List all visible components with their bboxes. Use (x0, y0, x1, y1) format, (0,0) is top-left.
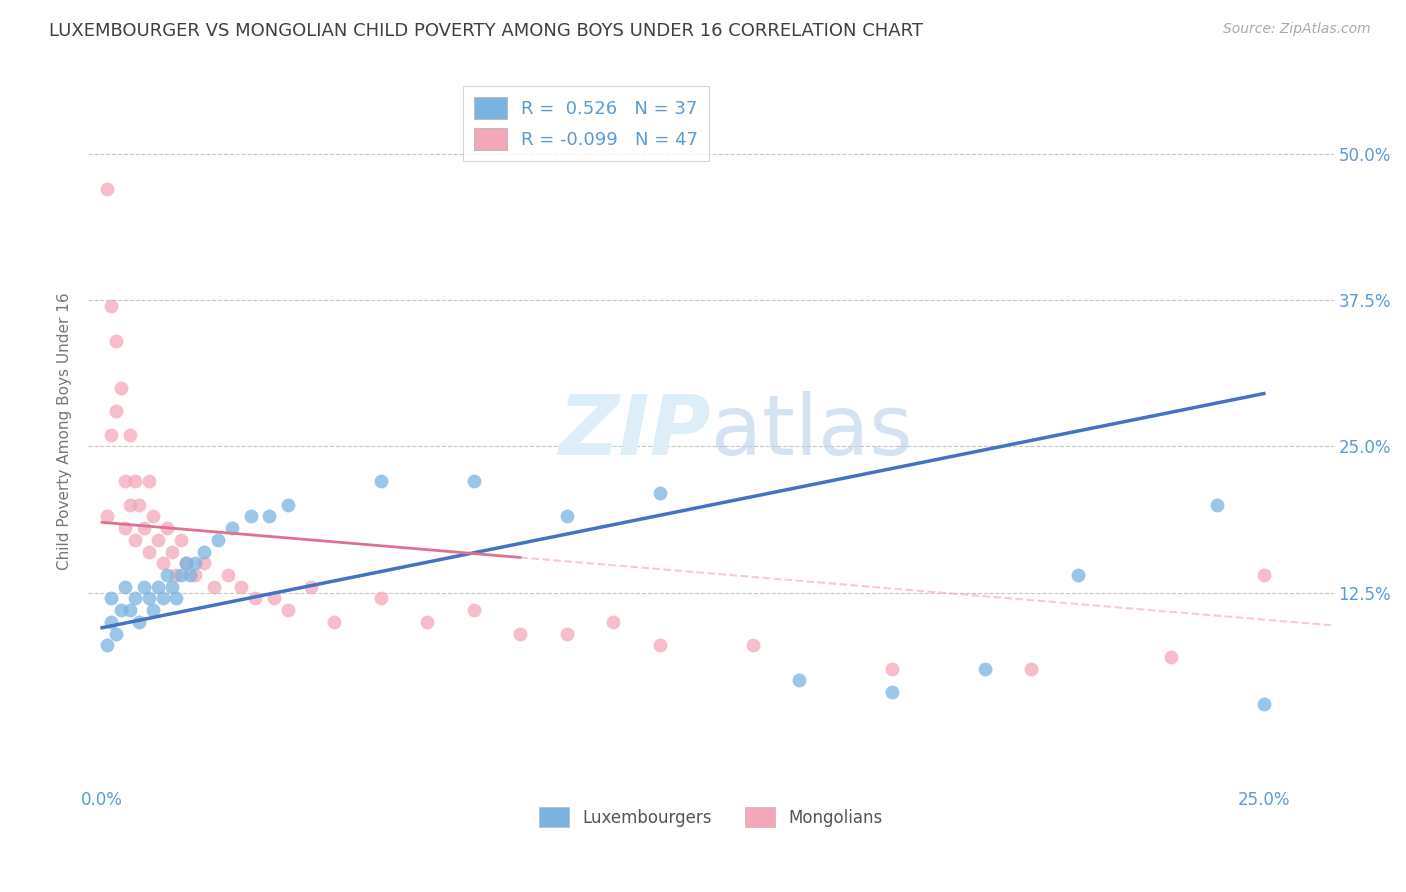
Point (1253, 697, 1275, 711)
Text: LUXEMBOURGER VS MONGOLIAN CHILD POVERTY AMONG BOYS UNDER 16 CORRELATION CHART: LUXEMBOURGER VS MONGOLIAN CHILD POVERTY … (49, 22, 924, 40)
Y-axis label: Child Poverty Among Boys Under 16: Child Poverty Among Boys Under 16 (58, 293, 72, 570)
Point (263, 591, 285, 606)
Point (221, 521, 243, 535)
Point (323, 615, 346, 629)
Point (165, 568, 187, 582)
Point (299, 580, 322, 594)
Point (128, 615, 150, 629)
Point (170, 533, 193, 547)
Point (118, 427, 141, 442)
Point (602, 615, 624, 629)
Point (118, 498, 141, 512)
Point (142, 509, 165, 524)
Point (165, 591, 187, 606)
Point (370, 591, 392, 606)
Point (128, 498, 150, 512)
Point (124, 533, 146, 547)
Point (509, 626, 531, 640)
Point (110, 603, 132, 617)
Point (118, 603, 141, 617)
Point (152, 591, 174, 606)
Point (193, 544, 215, 558)
Point (184, 557, 207, 571)
Text: Source: ZipAtlas.com: Source: ZipAtlas.com (1223, 22, 1371, 37)
Point (132, 580, 155, 594)
Point (1021, 662, 1043, 676)
Point (880, 662, 903, 676)
Point (741, 638, 763, 652)
Point (370, 475, 392, 489)
Point (207, 533, 229, 547)
Point (174, 557, 197, 571)
Point (100, 299, 122, 313)
Point (416, 615, 439, 629)
Point (105, 626, 128, 640)
Text: atlas: atlas (711, 391, 912, 472)
Point (277, 498, 299, 512)
Legend: Luxembourgers, Mongolians: Luxembourgers, Mongolians (533, 800, 890, 834)
Point (146, 580, 169, 594)
Point (100, 591, 122, 606)
Point (974, 662, 997, 676)
Point (160, 580, 183, 594)
Point (245, 591, 267, 606)
Point (100, 427, 122, 442)
Point (231, 580, 253, 594)
Point (152, 557, 174, 571)
Point (110, 381, 132, 395)
Text: ZIP: ZIP (558, 391, 711, 472)
Point (96, 509, 118, 524)
Point (193, 557, 215, 571)
Point (105, 404, 128, 418)
Point (170, 568, 193, 582)
Point (259, 509, 281, 524)
Point (138, 475, 160, 489)
Point (174, 557, 197, 571)
Point (138, 544, 160, 558)
Point (239, 509, 262, 524)
Point (114, 475, 136, 489)
Point (138, 591, 160, 606)
Point (105, 334, 128, 348)
Point (555, 509, 578, 524)
Point (96, 182, 118, 196)
Point (156, 521, 179, 535)
Point (160, 544, 183, 558)
Point (648, 486, 671, 500)
Point (463, 475, 485, 489)
Point (463, 603, 485, 617)
Point (114, 521, 136, 535)
Point (146, 533, 169, 547)
Point (1206, 498, 1229, 512)
Point (1253, 568, 1275, 582)
Point (142, 603, 165, 617)
Point (217, 568, 239, 582)
Point (96, 638, 118, 652)
Point (787, 673, 810, 688)
Point (555, 626, 578, 640)
Point (1067, 568, 1090, 582)
Point (880, 685, 903, 699)
Point (156, 568, 179, 582)
Point (1160, 650, 1182, 665)
Point (114, 580, 136, 594)
Point (184, 568, 207, 582)
Point (179, 568, 201, 582)
Point (648, 638, 671, 652)
Point (132, 521, 155, 535)
Point (124, 475, 146, 489)
Point (202, 580, 225, 594)
Point (100, 615, 122, 629)
Point (124, 591, 146, 606)
Point (277, 603, 299, 617)
